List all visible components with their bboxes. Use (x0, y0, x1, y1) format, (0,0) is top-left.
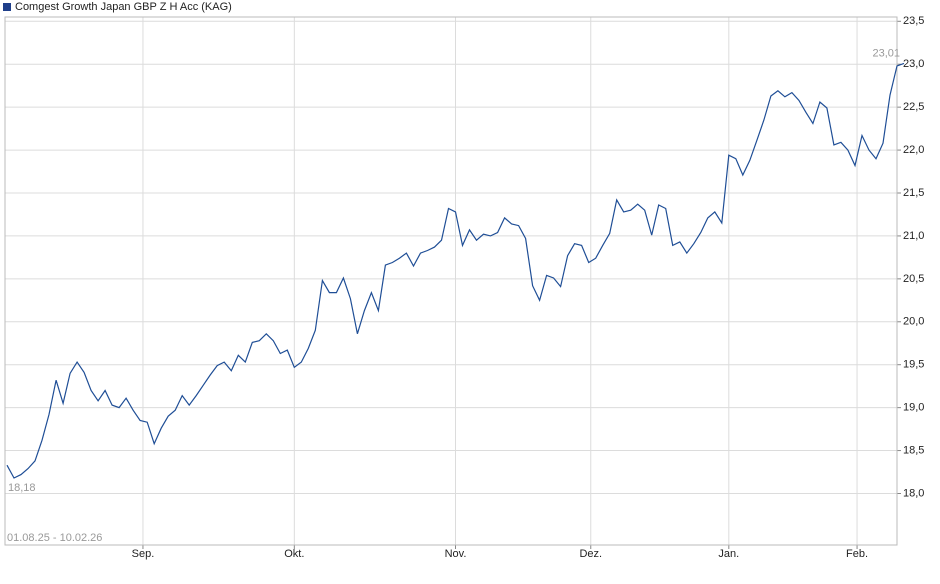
x-tick-label: Okt. (284, 548, 304, 560)
y-tick-label: 20,0 (903, 316, 924, 328)
plot-frame (4, 16, 898, 546)
x-tick-label: Dez. (579, 548, 602, 560)
price-line (6, 62, 905, 479)
y-tick-label: 20,5 (903, 273, 924, 285)
y-tick-label: 19,5 (903, 359, 924, 371)
y-tick-label: 19,0 (903, 402, 924, 414)
y-tick-label: 18,0 (903, 487, 924, 499)
last-label: 23,01 (872, 47, 900, 59)
y-tick-label: 21,0 (903, 230, 924, 242)
x-tick-label: Sep. (132, 548, 155, 560)
legend-label: Comgest Growth Japan GBP Z H Acc (KAG) (15, 1, 232, 13)
y-tick-label: 21,5 (903, 187, 924, 199)
y-tick-label: 23,5 (903, 15, 924, 27)
y-tick-label: 22,0 (903, 144, 924, 156)
y-tick-label: 22,5 (903, 101, 924, 113)
x-tick-label: Feb. (846, 548, 868, 560)
y-tick-label: 18,5 (903, 444, 924, 456)
y-tick-label: 23,0 (903, 58, 924, 70)
legend-swatch (3, 3, 11, 11)
min-label: 18,18 (8, 482, 36, 494)
date-range: 01.08.25 - 10.02.26 (7, 532, 102, 544)
x-tick-label: Nov. (445, 548, 467, 560)
x-tick-label: Jan. (718, 548, 739, 560)
